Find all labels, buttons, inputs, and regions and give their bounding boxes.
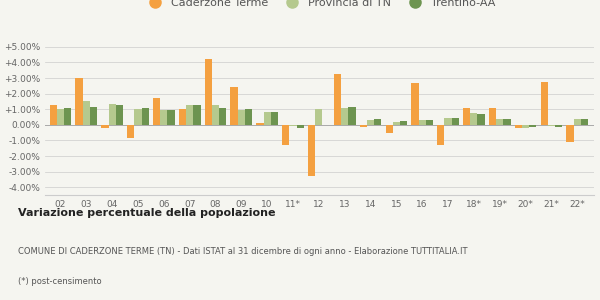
Bar	[179, 109, 186, 125]
Bar	[263, 112, 271, 125]
Bar	[374, 119, 382, 125]
Bar	[574, 119, 581, 125]
Bar	[282, 125, 289, 145]
Bar	[186, 104, 193, 125]
Text: Variazione percentuale della popolazione: Variazione percentuale della popolazione	[18, 208, 275, 218]
Bar	[470, 113, 478, 125]
Bar	[503, 119, 511, 125]
Bar	[230, 87, 238, 125]
Bar	[212, 104, 219, 125]
Bar	[463, 108, 470, 125]
Bar	[116, 104, 123, 125]
Bar	[437, 125, 445, 145]
Bar	[445, 118, 452, 125]
Bar	[83, 100, 90, 125]
Bar	[101, 125, 109, 128]
Bar	[496, 119, 503, 125]
Bar	[341, 108, 349, 125]
Bar	[548, 125, 555, 126]
Bar	[522, 125, 529, 128]
Bar	[566, 125, 574, 142]
Bar	[478, 114, 485, 125]
Bar	[555, 125, 562, 127]
Bar	[515, 125, 522, 128]
Text: COMUNE DI CADERZONE TERME (TN) - Dati ISTAT al 31 dicembre di ogni anno - Elabor: COMUNE DI CADERZONE TERME (TN) - Dati IS…	[18, 248, 467, 256]
Bar	[529, 125, 536, 127]
Bar	[289, 125, 296, 126]
Bar	[90, 107, 97, 125]
Bar	[412, 83, 419, 125]
Bar	[245, 109, 252, 125]
Text: (*) post-censimento: (*) post-censimento	[18, 278, 101, 286]
Bar	[386, 125, 393, 134]
Bar	[349, 107, 356, 125]
Bar	[419, 120, 426, 125]
Bar	[541, 82, 548, 125]
Bar	[142, 108, 149, 125]
Bar	[50, 104, 57, 125]
Bar	[256, 123, 263, 125]
Bar	[315, 109, 322, 125]
Bar	[271, 112, 278, 125]
Bar	[452, 118, 459, 125]
Bar	[426, 120, 433, 125]
Bar	[296, 125, 304, 128]
Bar	[57, 109, 64, 125]
Bar	[153, 98, 160, 125]
Bar	[308, 125, 315, 176]
Bar	[134, 109, 142, 125]
Bar	[367, 120, 374, 125]
Bar	[334, 74, 341, 125]
Bar	[400, 121, 407, 125]
Bar	[64, 108, 71, 125]
Bar	[219, 108, 226, 125]
Bar	[489, 108, 496, 125]
Bar	[76, 78, 83, 125]
Bar	[127, 125, 134, 138]
Bar	[109, 104, 116, 125]
Bar	[238, 110, 245, 125]
Bar	[160, 110, 167, 125]
Bar	[205, 58, 212, 125]
Bar	[193, 104, 200, 125]
Bar	[393, 122, 400, 125]
Bar	[167, 110, 175, 125]
Bar	[359, 125, 367, 127]
Legend: Caderzone Terme, Provincia di TN, Trentino-AA: Caderzone Terme, Provincia di TN, Trenti…	[144, 0, 495, 8]
Bar	[581, 119, 588, 125]
